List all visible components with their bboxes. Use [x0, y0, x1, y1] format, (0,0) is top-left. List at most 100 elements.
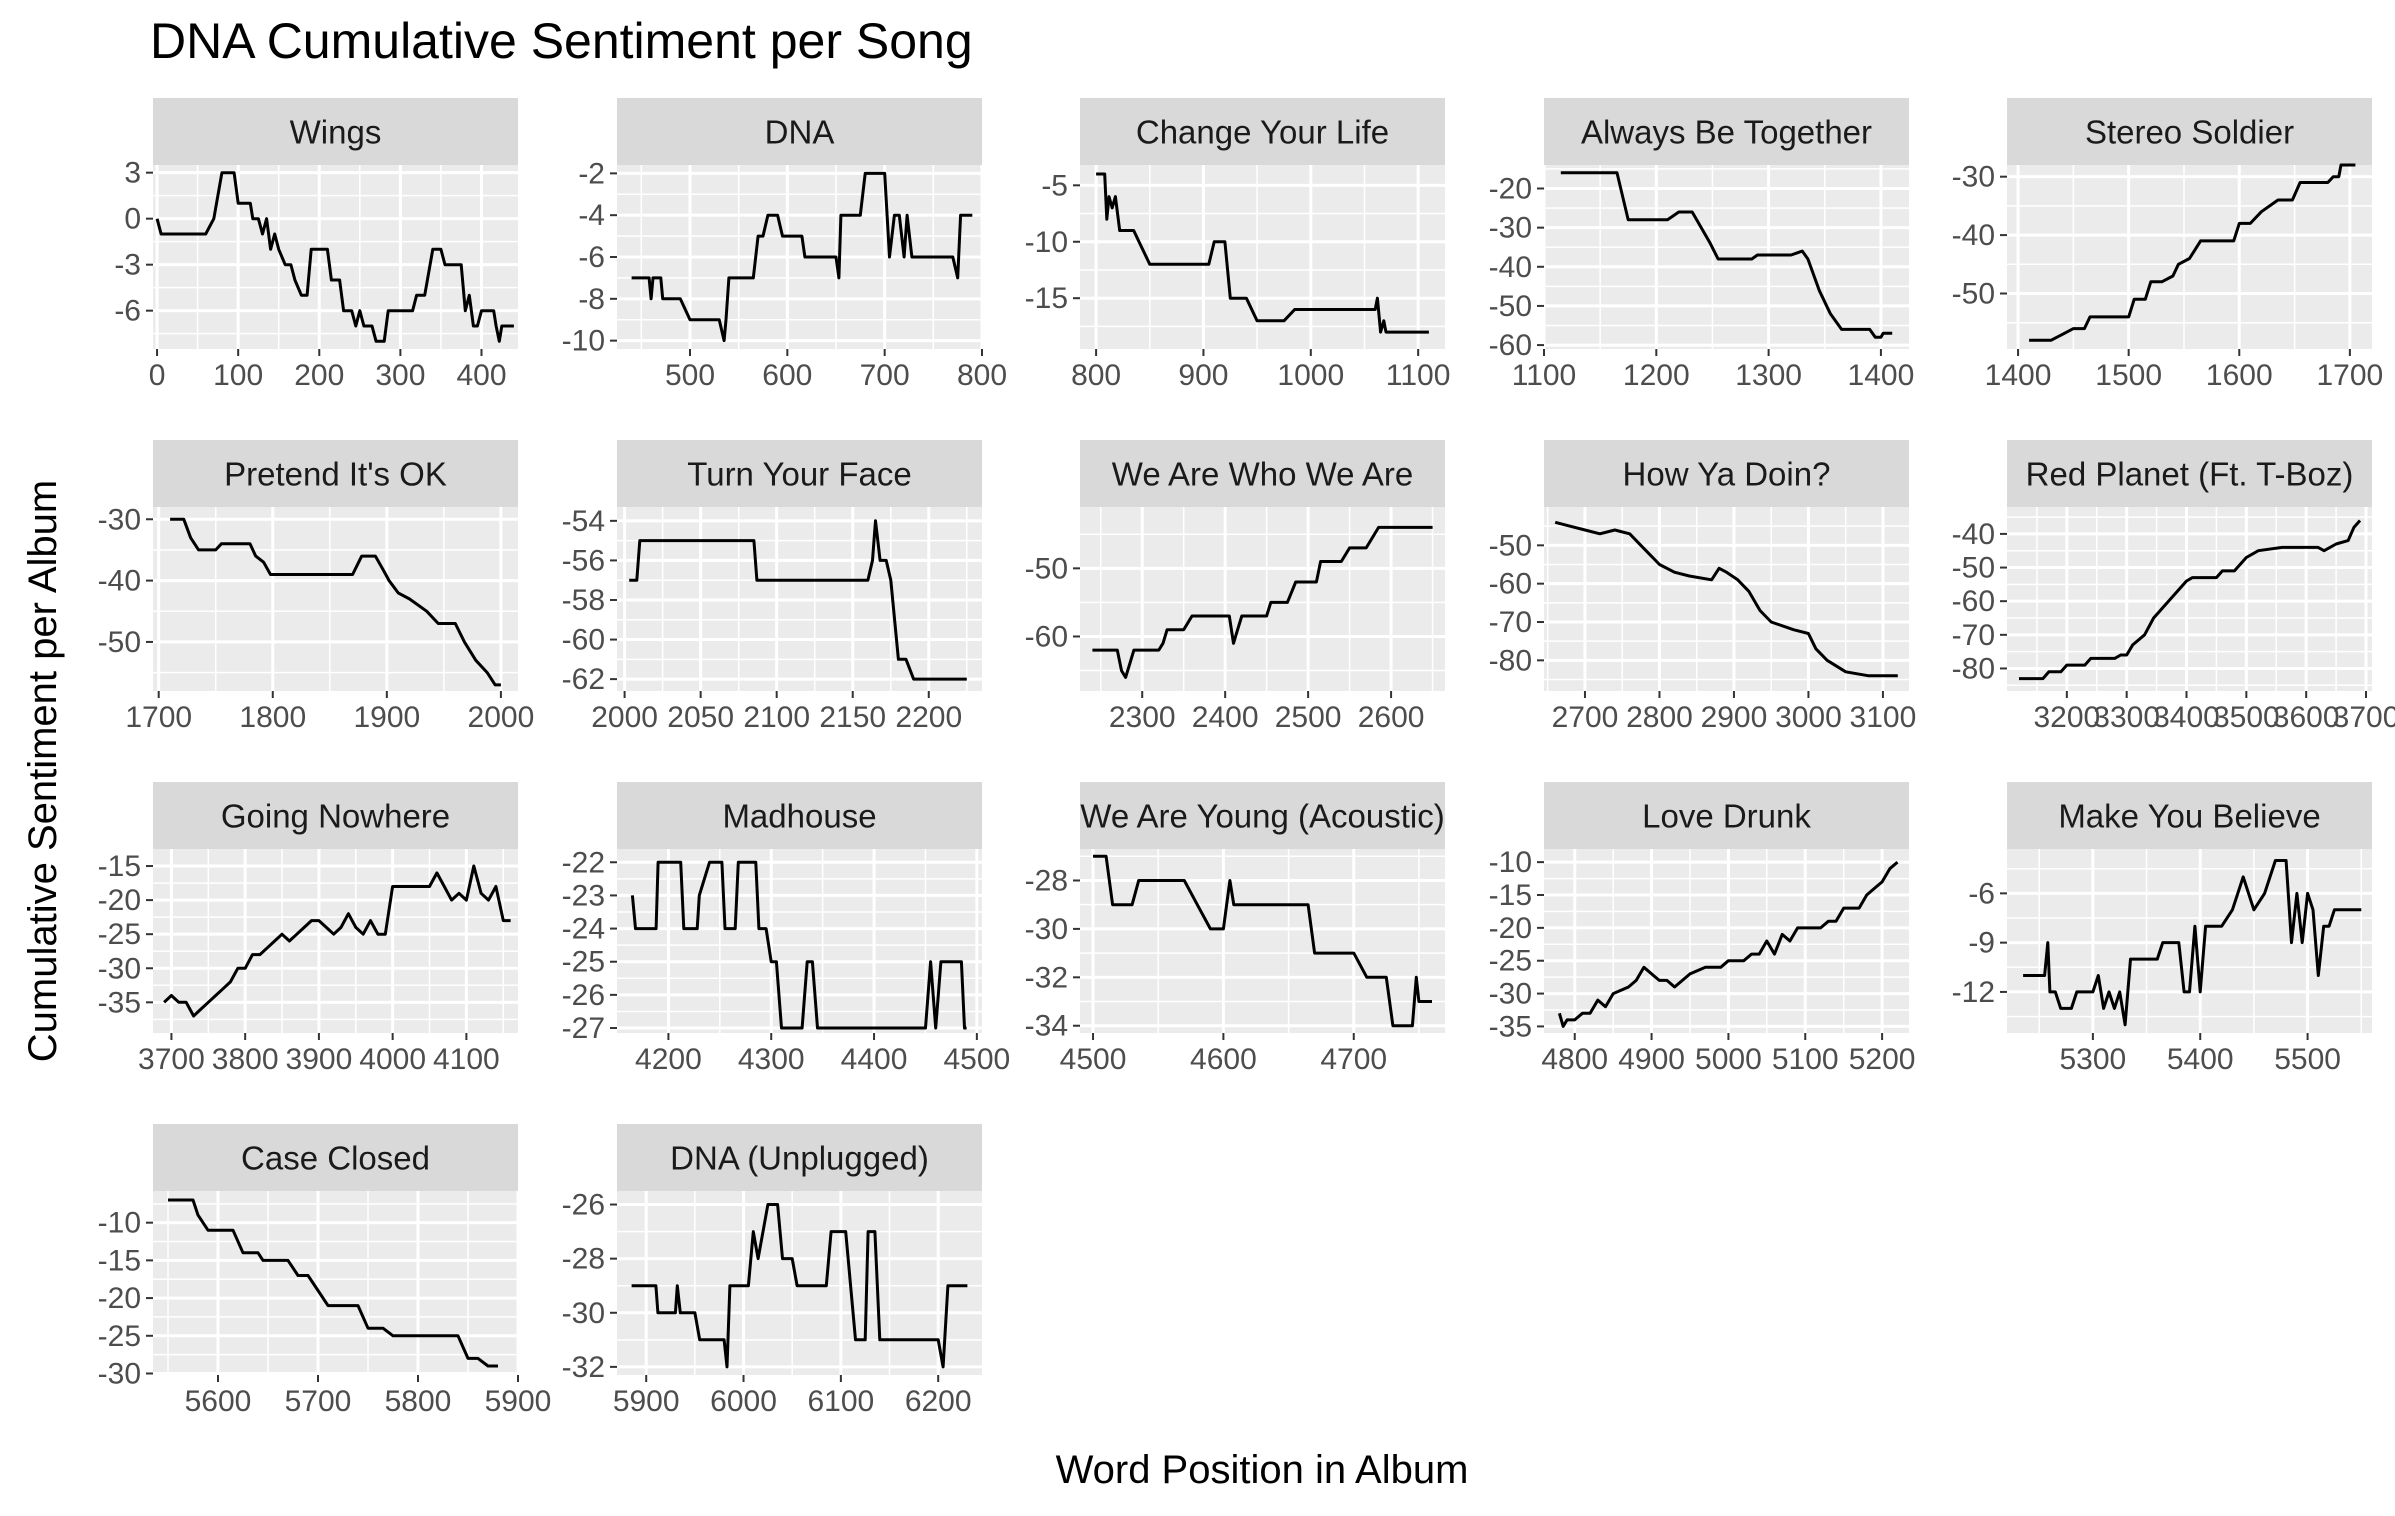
sentiment-line — [168, 1198, 498, 1368]
x-tick-label: 1100 — [1512, 359, 1577, 392]
x-tick-label: 4800 — [1541, 1043, 1608, 1076]
y-tick-label: -50 — [98, 626, 141, 659]
y-tick-label: -15 — [1489, 879, 1532, 912]
sentiment-line — [1554, 520, 1898, 678]
x-tick-label: 2150 — [819, 701, 886, 734]
facet-strip-label: Change Your Life — [1136, 114, 1389, 151]
y-tick-label: -50 — [1489, 290, 1532, 323]
x-tick-label: 5800 — [385, 1385, 452, 1418]
y-tick-label: -54 — [562, 505, 605, 538]
y-tick-label: -34 — [1025, 1010, 1068, 1043]
facet-panel: We Are Young (Acoustic) 4500 4600 4700 -34 -3… — [1025, 782, 1445, 1076]
facet-strip-label: Wings — [290, 114, 382, 151]
facet-strip-label: We Are Young (Acoustic) — [1080, 798, 1444, 835]
x-tick-label: 200 — [294, 359, 344, 392]
sentiment-line — [2019, 519, 2362, 681]
x-tick-label: 3400 — [2153, 701, 2220, 734]
y-tick-label: -4 — [578, 199, 605, 232]
x-tick-label: 5600 — [185, 1385, 252, 1418]
y-tick-label: -50 — [1489, 529, 1532, 562]
y-tick-label: -62 — [562, 663, 605, 696]
sentiment-line — [631, 171, 973, 343]
x-tick-label: 5400 — [2167, 1043, 2234, 1076]
x-tick-label: 1400 — [1848, 359, 1915, 392]
sentiment-line — [155, 171, 514, 343]
x-tick-label: 5900 — [485, 1385, 552, 1418]
sentiment-line — [630, 860, 967, 1030]
facet-panel: Pretend It's OK 1700 1800 1900 2000 -50 -40 -30 — [98, 440, 534, 734]
sentiment-line — [631, 1203, 968, 1369]
x-tick-label: 4700 — [1320, 1043, 1387, 1076]
x-tick-label: 4100 — [433, 1043, 500, 1076]
x-tick-label: 1400 — [1985, 359, 2052, 392]
y-tick-label: -32 — [562, 1351, 605, 1384]
facet-strip — [1080, 98, 1445, 165]
y-tick-label: -20 — [1489, 172, 1532, 205]
facet-panel: Change Your Life 800 900 1000 1100 -15 -10 -5 — [1025, 98, 1450, 392]
y-tick-label: -20 — [98, 884, 141, 917]
facet-plot-area — [617, 1191, 982, 1375]
facet-panel: DNA (Unplugged) 5900 6000 6100 6200 -32 -30 -28… — [562, 1124, 982, 1418]
facet-strip — [2007, 440, 2372, 507]
x-tick-label: 4600 — [1190, 1043, 1257, 1076]
x-tick-label: 4500 — [943, 1043, 1010, 1076]
facet-panel: Always Be Together 1100 1200 1300 1400 -60 -50… — [1489, 98, 1915, 392]
x-tick-label: 6000 — [710, 1385, 777, 1418]
facet-strip — [1544, 440, 1909, 507]
x-tick-label: 1200 — [1623, 359, 1690, 392]
facet-panel: We Are Who We Are 2300 2400 2500 2600 -60 -50 — [1025, 440, 1445, 734]
facet-panel: Turn Your Face 2000 2050 2100 2150 2200 -62 -60… — [562, 440, 982, 734]
x-tick-label: 600 — [762, 359, 812, 392]
facet-strip-label: We Are Who We Are — [1112, 456, 1413, 493]
y-tick-label: -30 — [1489, 978, 1532, 1011]
x-tick-label: 5900 — [613, 1385, 680, 1418]
x-tick-label: 5300 — [2060, 1043, 2127, 1076]
y-tick-label: -27 — [562, 1012, 605, 1045]
y-tick-label: -20 — [1489, 912, 1532, 945]
x-tick-label: 6200 — [905, 1385, 972, 1418]
y-tick-label: -40 — [1952, 518, 1995, 551]
x-tick-label: 3700 — [138, 1043, 205, 1076]
x-tick-label: 100 — [213, 359, 263, 392]
x-tick-label: 2000 — [591, 701, 658, 734]
x-tick-label: 2400 — [1192, 701, 1259, 734]
y-tick-label: -40 — [1952, 219, 1995, 252]
facet-strip-label: Make You Believe — [2058, 798, 2320, 835]
facet-panel: Stereo Soldier 1400 1500 1600 1700 -50 -40 -30 — [1952, 98, 2383, 392]
y-tick-label: -20 — [98, 1282, 141, 1315]
x-tick-label: 1900 — [353, 701, 420, 734]
facet-plot-area — [153, 507, 518, 691]
facet-strip-label: Pretend It's OK — [224, 456, 447, 493]
facet-strip-label: Going Nowhere — [221, 798, 450, 835]
x-tick-label: 2500 — [1275, 701, 1342, 734]
x-tick-label: 3200 — [2033, 701, 2100, 734]
y-tick-label: -9 — [1968, 927, 1995, 960]
facet-plot-area — [617, 849, 982, 1033]
x-tick-label: 5500 — [2274, 1043, 2341, 1076]
y-tick-label: 0 — [124, 203, 141, 236]
x-tick-label: 3800 — [212, 1043, 279, 1076]
facet-plot-area — [1544, 849, 1909, 1033]
facet-panel: DNA 500 600 700 800 -10 -8 -6 -4 -2 — [562, 98, 1007, 392]
y-tick-label: -24 — [562, 913, 605, 946]
sentiment-line — [1096, 172, 1429, 334]
x-tick-label: 4000 — [359, 1043, 426, 1076]
y-tick-label: -50 — [1025, 552, 1068, 585]
facet-strip — [617, 782, 982, 849]
y-tick-label: -50 — [1952, 552, 1995, 585]
y-tick-label: -30 — [1952, 161, 1995, 194]
y-tick-label: -2 — [578, 157, 605, 190]
y-tick-label: -28 — [1025, 864, 1068, 897]
x-tick-label: 5100 — [1772, 1043, 1839, 1076]
facet-strip-label: Always Be Together — [1581, 114, 1872, 151]
y-tick-label: -10 — [1489, 846, 1532, 879]
y-tick-label: -60 — [562, 624, 605, 657]
y-tick-label: -26 — [562, 1189, 605, 1222]
y-tick-label: -60 — [1952, 585, 1995, 618]
facet-strip-label: Red Planet (Ft. T-Boz) — [2026, 456, 2354, 493]
y-tick-label: -60 — [1025, 620, 1068, 653]
facet-plot-area — [2007, 849, 2372, 1033]
y-tick-label: -35 — [98, 986, 141, 1019]
y-tick-label: -40 — [1489, 251, 1532, 284]
